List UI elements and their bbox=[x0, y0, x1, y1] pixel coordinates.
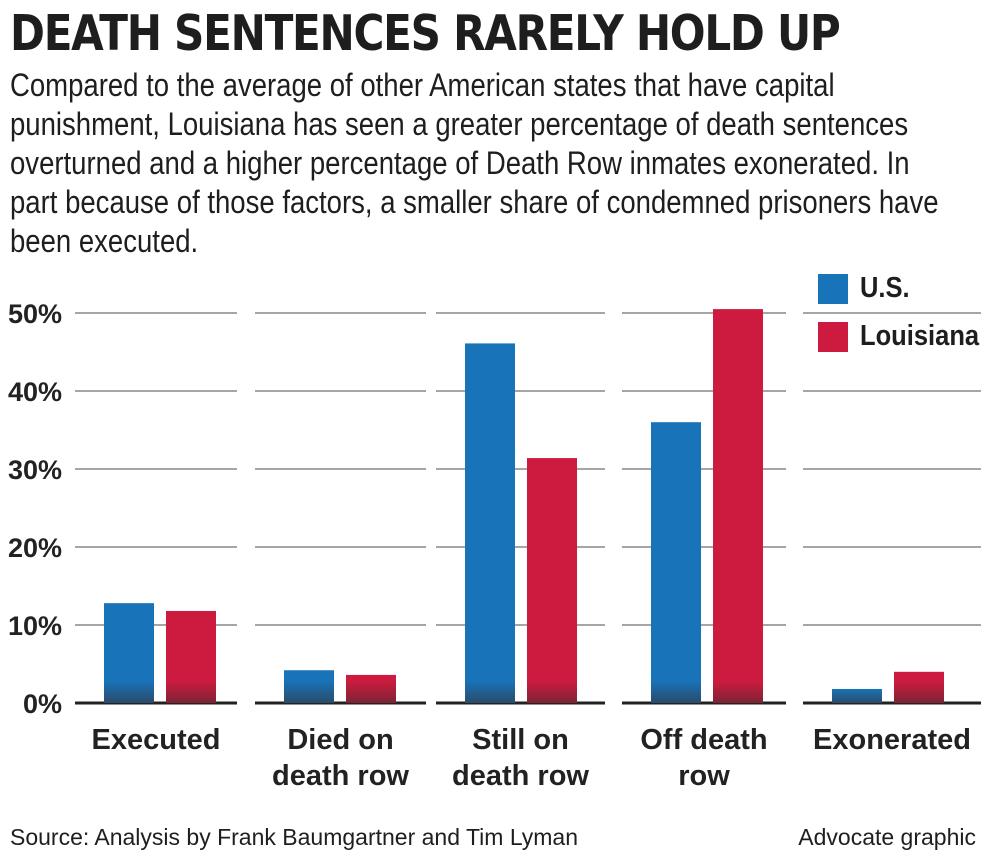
x-category-label: Still on death row bbox=[452, 724, 589, 792]
bar-base-shade bbox=[651, 681, 701, 703]
chart-title: DEATH SENTENCES RARELY HOLD UP bbox=[10, 5, 841, 62]
bar-base-shade bbox=[166, 681, 216, 703]
graphic-credit: Advocate graphic bbox=[798, 824, 976, 850]
bar-louisiana bbox=[527, 458, 577, 703]
legend-label-us: U.S. bbox=[860, 272, 910, 304]
bar-base-shade bbox=[713, 681, 763, 703]
bar-base-shade bbox=[894, 681, 944, 703]
bar-base-shade bbox=[284, 681, 334, 703]
legend-item-louisiana: Louisiana bbox=[818, 320, 990, 353]
legend-swatch-us bbox=[818, 273, 848, 304]
source-note: Source: Analysis by Frank Baumgartner an… bbox=[10, 824, 579, 850]
y-tick-label: 30% bbox=[8, 455, 62, 485]
y-tick-label: 0% bbox=[23, 689, 62, 719]
y-tick-label: 20% bbox=[8, 533, 62, 563]
y-tick-label: 40% bbox=[8, 377, 62, 407]
x-category-label: Executed bbox=[92, 724, 221, 756]
legend-item-us: U.S. bbox=[818, 272, 916, 305]
chart-subtitle: Compared to the average of other America… bbox=[10, 67, 939, 259]
x-category-label: Exonerated bbox=[813, 724, 971, 756]
x-category-label: Died on death row bbox=[272, 724, 409, 792]
x-axis-labels: Executed Died on death row Still on death ro… bbox=[92, 724, 971, 792]
y-axis-ticks: 0% 10% 20% 30% 40% 50% bbox=[8, 299, 62, 719]
bar-chart: 0% 10% 20% 30% 40% 50% Executed Died on death r… bbox=[8, 299, 981, 792]
bar-base-shade bbox=[527, 681, 577, 703]
bar-base-shade bbox=[346, 681, 396, 703]
bar-louisiana bbox=[713, 309, 763, 703]
legend-label-louisiana: Louisiana bbox=[860, 320, 980, 352]
x-category-label: Off death row bbox=[640, 724, 767, 792]
bar-base-shade bbox=[104, 681, 154, 703]
bar-base-shade bbox=[832, 688, 882, 703]
bar-base-shade bbox=[465, 681, 515, 703]
y-tick-label: 50% bbox=[8, 299, 62, 329]
bar-us bbox=[465, 343, 515, 703]
legend-swatch-louisiana bbox=[818, 321, 848, 352]
bars bbox=[104, 309, 944, 703]
y-tick-label: 10% bbox=[8, 611, 62, 641]
bar-us bbox=[651, 422, 701, 703]
